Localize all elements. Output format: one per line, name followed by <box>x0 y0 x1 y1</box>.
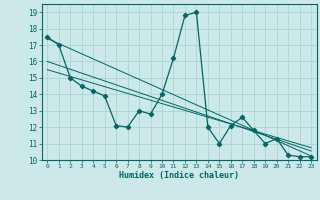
X-axis label: Humidex (Indice chaleur): Humidex (Indice chaleur) <box>119 171 239 180</box>
